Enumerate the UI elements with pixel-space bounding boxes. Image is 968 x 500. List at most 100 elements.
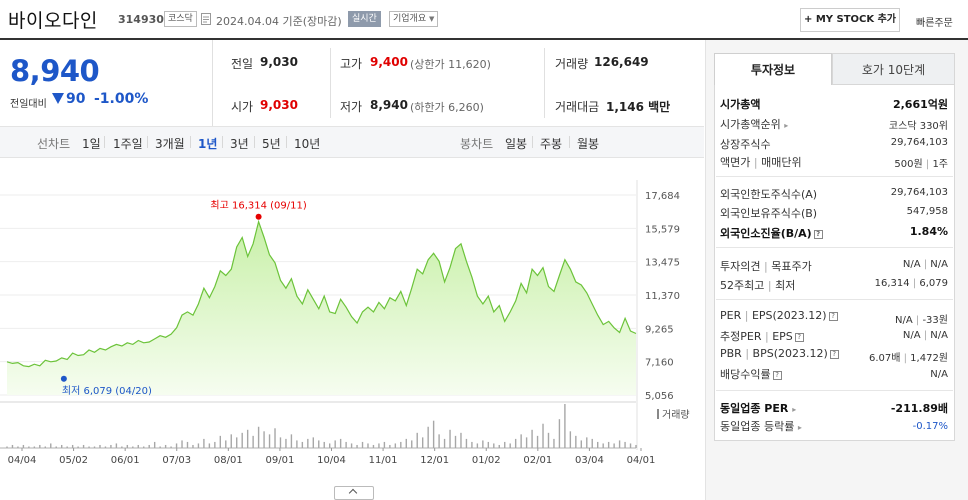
shares-value: 29,764,103 bbox=[890, 137, 948, 148]
div-value: N/A bbox=[930, 369, 948, 380]
value-separator: | bbox=[923, 259, 928, 270]
tab-investment-info[interactable]: 투자정보 bbox=[714, 53, 832, 85]
line-chart-label: 선차트 bbox=[37, 137, 71, 151]
realtime-button[interactable]: 실시간 bbox=[348, 11, 381, 27]
period-10y[interactable]: 10년 bbox=[294, 137, 321, 151]
help-icon[interactable]: ? bbox=[828, 312, 838, 321]
help-icon[interactable]: ? bbox=[772, 371, 782, 380]
amount-label: 거래대금 bbox=[555, 100, 600, 114]
chevron-right-icon: ▸ bbox=[784, 121, 789, 130]
period-3y[interactable]: 3년 bbox=[230, 137, 249, 151]
divider bbox=[716, 247, 953, 248]
opinion-value: N/A bbox=[902, 259, 921, 270]
volume-label: 거래량 bbox=[555, 57, 589, 71]
period-1d[interactable]: 1일 bbox=[82, 137, 101, 151]
label-separator: | bbox=[767, 279, 772, 292]
low-marker bbox=[60, 375, 67, 382]
divider bbox=[254, 136, 255, 148]
x-tick-label: 12/01 bbox=[420, 455, 449, 466]
est-per-value: N/A | N/A bbox=[903, 330, 948, 341]
high-value: 9,400 bbox=[370, 55, 408, 69]
est-per-val: N/A bbox=[902, 330, 921, 341]
divider bbox=[222, 136, 223, 148]
change-label: 전일대비 bbox=[10, 99, 47, 110]
company-overview-dropdown[interactable]: 기업개요 ▼ bbox=[389, 11, 439, 27]
divider bbox=[330, 48, 331, 118]
help-icon[interactable]: ? bbox=[829, 350, 839, 359]
label-separator: | bbox=[763, 260, 768, 273]
per-eps-value: N/A | -33원 bbox=[895, 311, 948, 326]
divider bbox=[286, 136, 287, 148]
industry-per-link[interactable]: 동일업종 PER ▸ bbox=[720, 400, 796, 416]
foreign-ratio-value: 1.84% bbox=[909, 225, 948, 238]
period-3m[interactable]: 3개월 bbox=[155, 137, 185, 151]
investment-info-table bbox=[714, 85, 955, 441]
x-tick-label: 10/04 bbox=[317, 455, 346, 466]
week52-low-value: 6,079 bbox=[919, 278, 948, 289]
divider bbox=[104, 136, 105, 148]
divider bbox=[716, 299, 953, 300]
x-axis: 04/04 05/02 06/01 07/03 08/01 09/01 10/04 11/01… bbox=[8, 448, 656, 466]
candle-weekly[interactable]: 주봉 bbox=[540, 137, 563, 151]
tab-order-book[interactable]: 호가 10단계 bbox=[832, 53, 955, 85]
low-value: 8,940 bbox=[370, 98, 408, 112]
lower-limit: (하한가 6,260) bbox=[410, 101, 484, 114]
price-chart[interactable]: 17,68415,57913,47511,3709,2657,1605,056 … bbox=[0, 160, 704, 486]
chevron-right-icon: ▸ bbox=[797, 423, 802, 432]
chart-collapse-button[interactable] bbox=[334, 486, 374, 500]
stock-name: 바이오다인 bbox=[8, 10, 98, 32]
help-icon[interactable]: ? bbox=[794, 333, 804, 342]
chevron-up-icon bbox=[348, 488, 358, 498]
week52-value: 16,314 | 6,079 bbox=[875, 278, 948, 289]
y-tick-label: 13,475 bbox=[645, 258, 680, 269]
per-eps-label: PER | EPS(2023.12)? bbox=[720, 309, 838, 322]
period-toolbar bbox=[0, 126, 704, 158]
divider bbox=[212, 40, 213, 126]
pbr-bps-value: 6.07배 | 1,472원 bbox=[869, 349, 948, 364]
target-value: N/A bbox=[930, 259, 948, 270]
x-tick-label: 04/01 bbox=[627, 455, 656, 466]
period-1w[interactable]: 1주일 bbox=[113, 137, 143, 151]
label-separator: | bbox=[744, 309, 749, 322]
change-value: 90 bbox=[66, 91, 86, 107]
x-tick-label: 08/01 bbox=[214, 455, 243, 466]
industry-rate-link[interactable]: 동일업종 등락률 ▸ bbox=[720, 418, 802, 434]
est-per-text: 추정PER bbox=[720, 330, 762, 343]
foreign-limit-value: 29,764,103 bbox=[890, 187, 948, 198]
market-cap-value: 2,661억원 bbox=[892, 98, 948, 111]
help-icon[interactable]: ? bbox=[813, 230, 823, 239]
open-label: 시가 bbox=[231, 100, 254, 114]
x-tick-label: 02/01 bbox=[523, 455, 552, 466]
extremes: 최고 16,314 (09/11) 최저 6,079 (04/20) bbox=[60, 200, 307, 397]
eps-value: -33원 bbox=[922, 315, 948, 326]
est-per-label: 추정PER | EPS? bbox=[720, 328, 804, 344]
add-my-stock-button[interactable]: + MY STOCK 추가 bbox=[800, 8, 900, 32]
rank-value: 코스닥 330위 bbox=[888, 121, 948, 132]
volume-value: 126,649 bbox=[594, 55, 649, 69]
change-rate: -1.00% bbox=[94, 91, 149, 107]
candle-monthly[interactable]: 월봉 bbox=[577, 137, 600, 151]
period-1y[interactable]: 1년 bbox=[198, 137, 218, 151]
divider bbox=[569, 136, 570, 148]
high-annotation: 최고 16,314 (09/11) bbox=[210, 200, 306, 212]
candle-daily[interactable]: 일봉 bbox=[505, 137, 528, 151]
quick-order-link[interactable]: 빠른주문 bbox=[916, 18, 953, 29]
market-cap-label: 시가총액 bbox=[720, 98, 761, 111]
volume-legend: 거래량 bbox=[662, 409, 690, 421]
prev-close-value: 9,030 bbox=[260, 55, 298, 69]
pbr-value: 6.07배 bbox=[868, 353, 901, 364]
foreign-ratio-label: 외국인소진율(B/A) bbox=[720, 227, 812, 240]
down-arrow-icon bbox=[52, 93, 64, 104]
date-status: 2024.04.04 기준(장마감) bbox=[216, 15, 342, 28]
opinion-label: 투자의견 bbox=[720, 260, 761, 273]
volume-chart: 거래량 bbox=[0, 401, 690, 449]
rank-link[interactable]: 시가총액순위 ▸ bbox=[720, 116, 788, 132]
low-label: 저가 bbox=[340, 100, 363, 114]
par-label: 액면가 bbox=[720, 156, 751, 169]
period-5y[interactable]: 5년 bbox=[262, 137, 281, 151]
y-tick-label: 11,370 bbox=[645, 291, 680, 302]
value-separator: | bbox=[912, 278, 917, 289]
divider bbox=[544, 48, 545, 118]
par-value: 500원 bbox=[894, 159, 923, 170]
volume-legend-icon bbox=[657, 409, 659, 419]
